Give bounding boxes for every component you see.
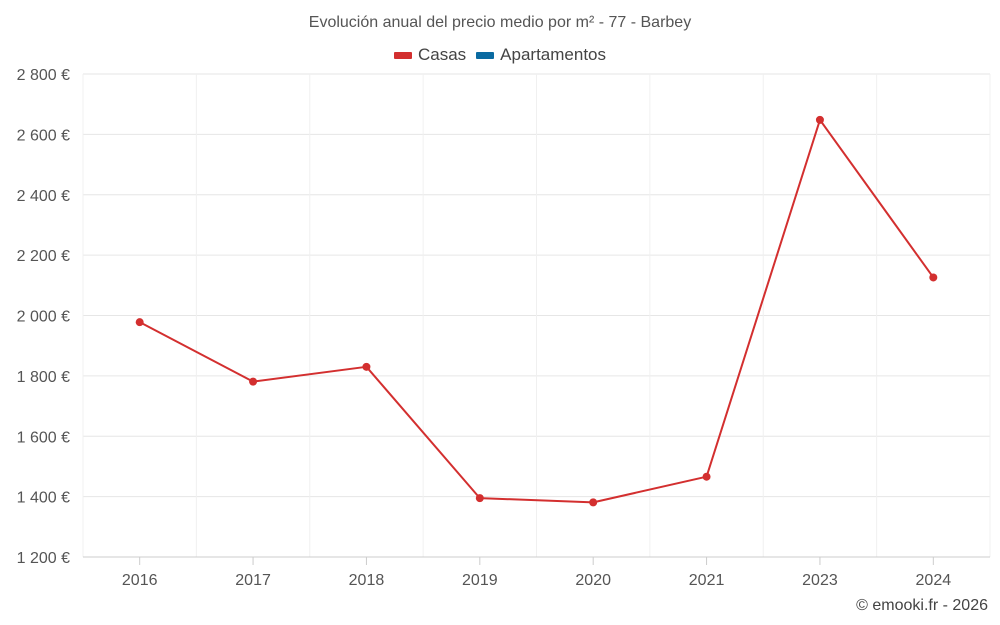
- legend-swatch-casas: [393, 51, 412, 59]
- data-point-casas-2017: [249, 377, 258, 386]
- data-point-casas-2021: [702, 472, 711, 481]
- y-tick-label: 2 400 €: [17, 188, 70, 205]
- data-point-casas-2019: [475, 494, 484, 503]
- copyright-text: © emooki.fr - 2026: [856, 597, 988, 614]
- x-tick-label: 2023: [802, 572, 838, 589]
- data-point-casas-2020: [589, 498, 598, 507]
- x-tick-label: 2016: [122, 572, 158, 589]
- legend-item-casas[interactable]: Casas: [393, 45, 467, 65]
- x-tick-label: 2021: [689, 572, 725, 589]
- chart-title: Evolución anual del precio medio por m² …: [308, 14, 692, 31]
- data-point-casas-2018: [362, 362, 371, 371]
- data-point-casas-2024: [929, 273, 938, 282]
- y-tick-label: 2 200 €: [17, 248, 70, 265]
- legend-label-casas: Casas: [417, 45, 467, 64]
- data-point-casas-2023: [815, 115, 824, 124]
- grid: [82, 73, 991, 557]
- x-tick-label: 2019: [462, 572, 498, 589]
- legend: Casas Apartamentos: [0, 45, 1000, 65]
- y-tick-label: 2 800 €: [17, 67, 70, 84]
- y-tick-label: 1 400 €: [17, 490, 70, 507]
- axes: 1 200 € 1 400 € 1 600 € 1 800 € 2 000 € 2 200…: [17, 67, 990, 589]
- legend-item-apartamentos[interactable]: Apartamentos: [476, 45, 606, 65]
- x-tick-label: 2024: [916, 572, 952, 589]
- x-tick-label: 2017: [235, 572, 271, 589]
- y-tick-label: 1 800 €: [17, 369, 70, 386]
- x-tick-label: 2018: [349, 572, 385, 589]
- y-tick-label: 1 200 €: [17, 550, 70, 567]
- series-layer: [135, 115, 938, 507]
- y-tick-label: 2 000 €: [17, 309, 70, 326]
- data-point-casas-2016: [135, 318, 144, 327]
- y-tick-label: 1 600 €: [17, 429, 70, 446]
- legend-label-apartamentos: Apartamentos: [500, 45, 607, 64]
- series-line-casas: [139, 118, 935, 504]
- x-tick-label: 2020: [575, 572, 611, 589]
- y-tick-label: 2 600 €: [17, 127, 70, 144]
- legend-swatch-apartamentos: [476, 51, 495, 59]
